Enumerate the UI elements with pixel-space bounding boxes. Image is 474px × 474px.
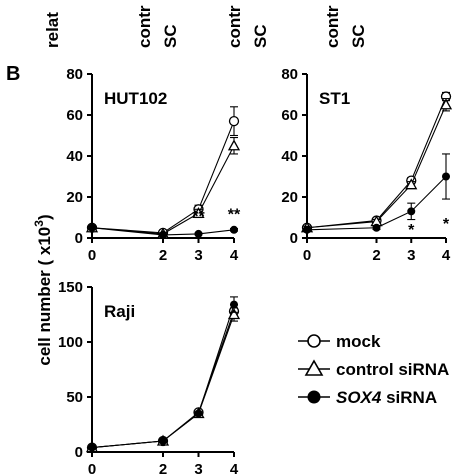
- data-point: [88, 443, 96, 452]
- legend-sox4-marker: [307, 390, 321, 404]
- data-point: [227, 139, 241, 151]
- data-point: [192, 207, 205, 219]
- y-axis-label: cell number ( x103): [32, 214, 54, 365]
- data-point: [194, 229, 203, 238]
- series-line: [306, 176, 447, 231]
- data-point: [228, 116, 240, 127]
- data-point: [442, 172, 450, 181]
- significance-marker: *: [408, 222, 415, 239]
- significance-marker: *: [443, 216, 450, 233]
- top-label-4: contr: [225, 5, 244, 48]
- series-control-sirna: [85, 137, 241, 239]
- x-tick-label: 0: [88, 247, 96, 264]
- data-point: [405, 178, 418, 190]
- series-line: [306, 104, 447, 229]
- panel-title: HUT102: [104, 89, 167, 108]
- top-label-7: SC: [349, 24, 368, 48]
- data-point: [303, 225, 311, 234]
- series-line: [306, 96, 447, 229]
- series-sox4-sirna: [88, 296, 238, 452]
- y-tick-label: 100: [58, 334, 83, 351]
- data-point: [439, 98, 453, 110]
- y-tick-label: 150: [58, 279, 83, 296]
- top-label-5: SC: [251, 24, 270, 48]
- top-cropped-labels: relat contr SC contr SC contr SC: [43, 5, 368, 48]
- data-point: [194, 409, 203, 418]
- legend-sox4-rest: siRNA: [381, 388, 437, 407]
- y-tick-label: 40: [281, 148, 298, 165]
- y-tick-label: 80: [66, 66, 83, 83]
- series-mock: [86, 304, 240, 453]
- y-tick-label: 50: [66, 389, 83, 406]
- data-point: [230, 225, 238, 234]
- data-point: [159, 437, 167, 445]
- panel-title: ST1: [319, 89, 350, 108]
- x-tick-label: 2: [159, 461, 167, 474]
- series-line: [91, 145, 235, 235]
- series-sox4-sirna: [88, 223, 238, 239]
- x-tick-label: 2: [159, 247, 167, 264]
- y-tick-label: 80: [281, 66, 298, 83]
- legend-item-mock: mock: [298, 332, 381, 351]
- legend-sox4-gene: SOX4: [336, 388, 382, 407]
- top-label-2: contr: [135, 5, 154, 48]
- legend-control-marker: [304, 359, 324, 376]
- legend-mock-marker: [307, 334, 321, 348]
- panel-st1: 0 20 40 60 80 0 2 3 4 ST1 * *: [281, 66, 453, 264]
- panel-hut102: 0 20 40 60 80 0 2 3 4 HUT102 ** **: [66, 66, 241, 264]
- legend-item-control: control siRNA: [298, 359, 449, 379]
- data-point: [407, 207, 416, 216]
- series-control-sirna: [300, 98, 453, 233]
- y-tick-label: 20: [66, 189, 83, 206]
- y-tick-label: 0: [75, 444, 83, 461]
- data-point: [88, 223, 96, 232]
- y-tick-label: 0: [290, 230, 298, 247]
- y-axis-label-end: ): [35, 214, 54, 220]
- legend-item-sox4: SOX4 siRNA: [298, 388, 437, 407]
- series-line: [91, 304, 235, 449]
- legend-mock-label: mock: [336, 332, 381, 351]
- legend-sox4-label: SOX4 siRNA: [336, 388, 437, 407]
- significance-marker: **: [192, 209, 205, 226]
- data-point: [230, 300, 238, 309]
- y-axis-label-main: cell number ( x10: [35, 227, 54, 366]
- panel-label: B: [6, 63, 20, 85]
- legend: mock control siRNA SOX4 siRNA: [298, 332, 449, 407]
- legend-control-label: control siRNA: [336, 360, 449, 379]
- series-line: [91, 120, 235, 234]
- top-label-6: contr: [323, 5, 342, 48]
- data-point: [159, 230, 167, 239]
- series-line: [91, 227, 235, 236]
- x-tick-label: 3: [194, 461, 202, 474]
- significance-marker: **: [228, 207, 241, 224]
- x-tick-label: 4: [230, 461, 239, 474]
- x-tick-label: 3: [407, 247, 415, 264]
- panel-title: Raji: [104, 302, 135, 321]
- x-tick-label: 4: [442, 247, 451, 264]
- series-line: [91, 311, 235, 449]
- y-tick-label: 20: [281, 189, 298, 206]
- x-tick-label: 4: [230, 247, 239, 264]
- series-mock: [301, 91, 452, 233]
- y-tick-label: 40: [66, 148, 83, 165]
- y-tick-label: 60: [66, 107, 83, 124]
- panel-raji: 0 50 100 150 0 2 3 4 Raji: [58, 279, 241, 474]
- x-tick-label: 2: [372, 247, 380, 264]
- x-tick-label: 3: [194, 247, 202, 264]
- top-label-1: relat: [43, 12, 62, 48]
- series-sox4-sirna: [303, 153, 450, 234]
- series-control-sirna: [85, 307, 241, 453]
- data-point: [372, 223, 381, 232]
- x-tick-label: 0: [88, 461, 96, 474]
- series-line: [91, 314, 235, 449]
- x-tick-label: 0: [303, 247, 311, 264]
- y-tick-label: 0: [75, 230, 83, 247]
- y-axis-label-superscript: 3: [32, 220, 46, 227]
- y-tick-label: 60: [281, 107, 298, 124]
- series-mock: [86, 106, 240, 239]
- top-label-3: SC: [161, 24, 180, 48]
